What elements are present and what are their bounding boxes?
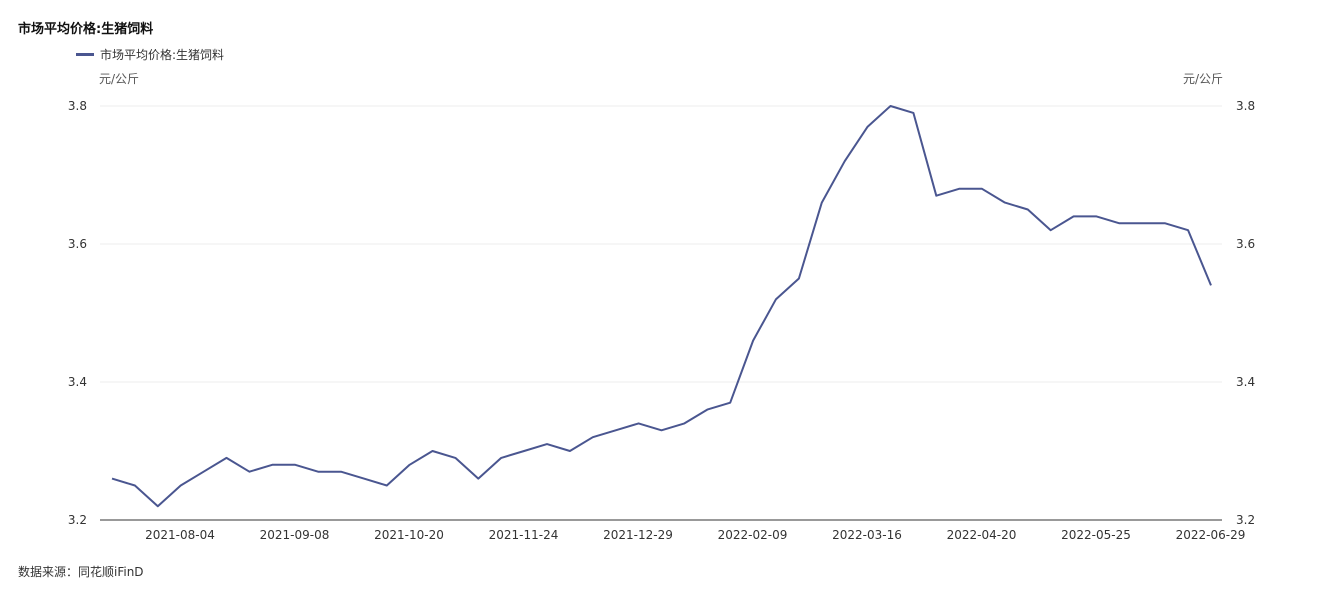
x-tick-label: 2021-08-04 <box>145 528 215 542</box>
legend-swatch <box>76 53 94 56</box>
x-tick-label: 2022-03-16 <box>832 528 902 542</box>
x-tick-label: 2021-12-29 <box>603 528 673 542</box>
legend-label: 市场平均价格:生猪饲料 <box>100 48 225 62</box>
y-tick-label-left: 3.4 <box>68 375 87 389</box>
chart-title: 市场平均价格:生猪饲料 <box>18 22 154 37</box>
x-tick-label: 2022-04-20 <box>947 528 1017 542</box>
y-axis-unit-left: 元/公斤 <box>99 72 140 86</box>
y-tick-label-right: 3.2 <box>1236 513 1255 527</box>
x-tick-label: 2022-02-09 <box>718 528 788 542</box>
y-tick-label-left: 3.2 <box>68 513 87 527</box>
y-tick-label-right: 3.4 <box>1236 375 1255 389</box>
y-tick-label-right: 3.6 <box>1236 237 1255 251</box>
y-tick-label-left: 3.8 <box>68 99 87 113</box>
data-source: 数据来源：同花顺iFinD <box>18 565 144 579</box>
x-tick-label: 2022-05-25 <box>1061 528 1131 542</box>
x-tick-label: 2022-06-29 <box>1176 528 1246 542</box>
y-tick-label-right: 3.8 <box>1236 99 1255 113</box>
y-axis-unit-right: 元/公斤 <box>1182 72 1223 86</box>
x-tick-label: 2021-09-08 <box>260 528 330 542</box>
y-tick-label-left: 3.6 <box>68 237 87 251</box>
x-tick-label: 2021-10-20 <box>374 528 444 542</box>
series-line <box>111 105 1212 508</box>
legend[interactable]: 市场平均价格:生猪饲料 <box>76 46 224 63</box>
x-tick-label: 2021-11-24 <box>489 528 559 542</box>
